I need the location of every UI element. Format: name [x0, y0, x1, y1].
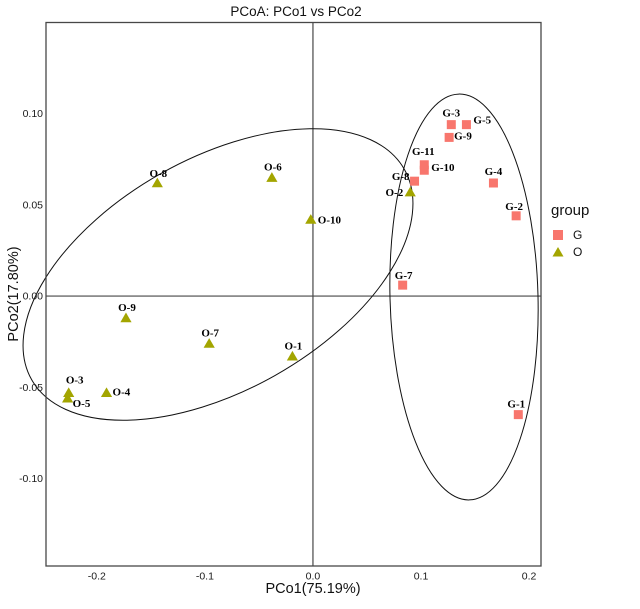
legend-swatch-g: [552, 229, 563, 240]
y-axis-label: PCo2(17.80%): [6, 246, 22, 342]
point-O-4: [100, 387, 113, 398]
point-O-3: [63, 387, 75, 398]
point-label-O-4: O-4: [113, 387, 131, 399]
group-g-square-icon: [551, 228, 564, 241]
legend-swatch-o: [552, 246, 563, 256]
point-G-10: [419, 165, 429, 175]
point-G-7: [398, 280, 408, 290]
point-label-O-9: O-9: [118, 302, 136, 314]
point-G-8: [410, 176, 420, 186]
point-label-O-5: O-5: [73, 398, 91, 410]
x-tick-label: 0.0: [306, 571, 321, 583]
chart-title: PCoA: PCo1 vs PCo2: [230, 4, 362, 19]
point-O-8: [151, 177, 163, 188]
point-label-O-10: O-10: [318, 214, 342, 226]
point-label-O-2: O-2: [385, 187, 403, 199]
point-label-O-6: O-6: [264, 162, 282, 174]
point-label-G-3: G-3: [442, 108, 460, 120]
x-tick-label: 0.1: [414, 571, 429, 583]
point-O-6: [266, 172, 278, 182]
point-label-G-5: G-5: [473, 115, 491, 127]
point-O-5: [62, 392, 74, 403]
point-label-G-4: G-4: [485, 166, 503, 178]
point-O-7: [203, 338, 215, 348]
y-tick-label: 0.05: [23, 199, 44, 211]
point-label-O-7: O-7: [201, 327, 219, 339]
point-G-3: [446, 120, 456, 130]
panel-border: [45, 21, 542, 567]
point-label-O-8: O-8: [149, 168, 167, 180]
point-G-5: [461, 120, 471, 130]
point-label-G-2: G-2: [505, 201, 523, 213]
point-G-2: [511, 211, 521, 221]
point-O-2: [404, 186, 416, 197]
point-label-O-3: O-3: [66, 375, 84, 387]
point-O-9: [120, 312, 132, 323]
point-label-G-8: G-8: [392, 171, 410, 183]
x-axis-label: PCo1(75.19%): [265, 581, 361, 597]
point-label-G-1: G-1: [507, 399, 525, 411]
legend-item-g-label: G: [573, 227, 583, 242]
point-O-1: [286, 350, 299, 361]
point-label-G-10: G-10: [431, 162, 455, 174]
point-G-4: [488, 178, 498, 188]
point-G-1: [513, 410, 523, 420]
y-tick-label: 0.10: [23, 108, 44, 120]
point-label-G-9: G-9: [454, 130, 472, 142]
y-tick-label: 0.00: [23, 291, 44, 303]
legend: group G O: [551, 202, 589, 260]
legend-item-o-label: O: [573, 244, 583, 259]
group-o-triangle-icon: [551, 245, 564, 258]
legend-item-o: O: [551, 243, 589, 260]
x-tick-label: -0.1: [196, 571, 214, 583]
point-label-G-7: G-7: [395, 270, 413, 282]
point-label-O-1: O-1: [285, 340, 303, 352]
point-G-9: [444, 132, 454, 142]
x-tick-label: 0.2: [522, 571, 537, 583]
x-tick-label: -0.2: [88, 571, 106, 583]
ellipse-group-O: [22, 128, 414, 421]
legend-title: group: [551, 202, 590, 219]
point-label-G-11: G-11: [412, 146, 435, 158]
point-G-11: [419, 160, 429, 170]
ellipse-group-G: [389, 93, 539, 501]
y-tick-label: -0.10: [19, 473, 43, 485]
legend-item-g: G: [551, 226, 589, 243]
y-tick-label: -0.05: [19, 382, 43, 394]
point-O-10: [305, 214, 317, 224]
